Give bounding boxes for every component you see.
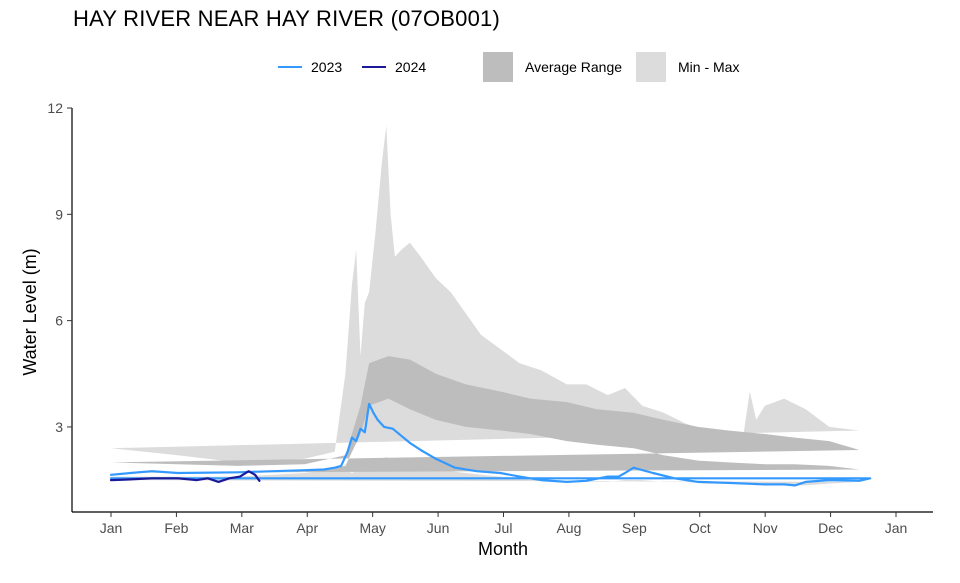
x-tick-label: Jun xyxy=(427,520,450,536)
x-tick-label: Aug xyxy=(556,520,581,536)
y-tick-label: 9 xyxy=(55,206,63,222)
legend-min-max-label: Min - Max xyxy=(678,59,740,75)
series-line-2023 xyxy=(109,402,872,487)
x-tick-label: Feb xyxy=(164,520,188,536)
x-tick-label: Jul xyxy=(495,520,513,536)
legend-item-2024: 2024 xyxy=(362,52,426,82)
chart-legend: 2023 2024 Average Range Min - Max xyxy=(0,52,960,82)
lines-layer xyxy=(109,402,872,487)
legend-average-range-label: Average Range xyxy=(525,59,623,75)
bands-layer xyxy=(111,125,860,486)
average-range-band xyxy=(111,356,860,473)
x-tick-label: Nov xyxy=(753,520,778,536)
y-tick-label: 3 xyxy=(55,419,63,435)
x-tick-label: Dec xyxy=(818,520,843,536)
y-tick-label: 12 xyxy=(47,100,63,116)
legend-2023-swatch xyxy=(278,66,302,68)
legend-average-range-swatch xyxy=(483,52,513,82)
x-tick-label: Apr xyxy=(296,520,318,536)
x-tick-label: May xyxy=(359,520,385,536)
legend-2024-swatch xyxy=(362,66,386,68)
chart-title: HAY RIVER NEAR HAY RIVER (07OB001) xyxy=(73,6,500,31)
legend-item-min-max: Min - Max xyxy=(636,52,739,82)
x-axis-title: Month xyxy=(478,539,528,559)
y-tick-label: 6 xyxy=(55,313,63,329)
series-line-2024 xyxy=(109,470,261,483)
legend-2024-label: 2024 xyxy=(395,59,427,75)
axes-layer: 3 6 9 12 Jan Feb Mar Apr May Jun Jul Aug Sep Oct Nov De… xyxy=(47,100,933,536)
x-tick-label: Mar xyxy=(230,520,254,536)
x-tick-label: Jan xyxy=(885,520,908,536)
legend-item-2023: 2023 xyxy=(278,52,342,82)
legend-min-max-swatch xyxy=(636,52,666,82)
legend-item-average-range: Average Range xyxy=(483,52,622,82)
x-tick-label: Jan xyxy=(100,520,123,536)
legend-2023-label: 2023 xyxy=(311,59,343,75)
y-axis-title: Water Level (m) xyxy=(20,248,40,375)
x-tick-label: Oct xyxy=(689,520,711,536)
min-max-band xyxy=(111,125,860,486)
x-tick-label: Sep xyxy=(622,520,647,536)
